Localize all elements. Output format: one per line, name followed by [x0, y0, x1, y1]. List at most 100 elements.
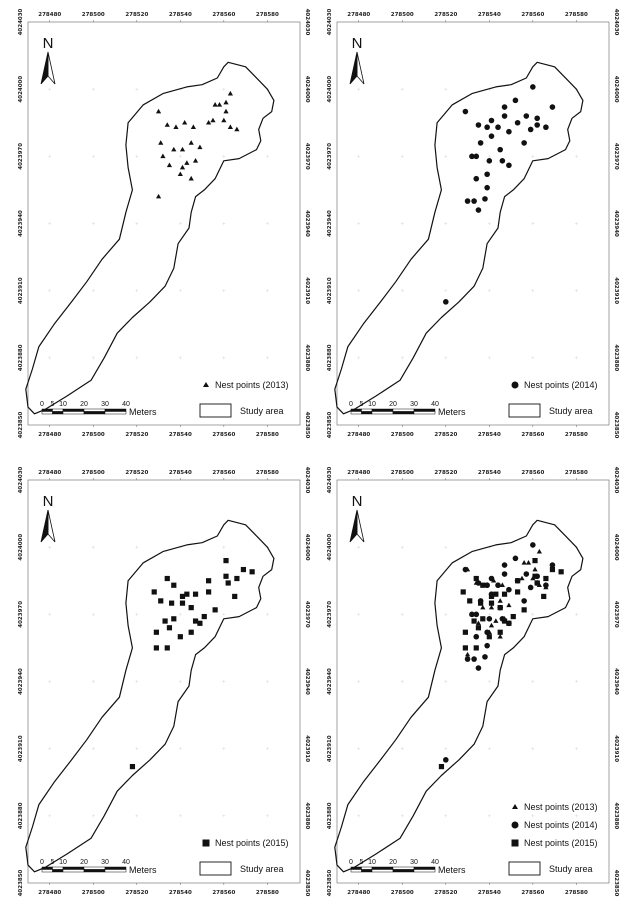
y-tick-label-left: 4024000 [327, 534, 333, 561]
nest-point-2015 [497, 605, 503, 611]
nest-point-2014 [464, 198, 471, 204]
nest-point-2014 [512, 555, 519, 562]
grid-cross [531, 747, 535, 751]
scalebar-segment [52, 411, 64, 415]
scalebar-segment [413, 408, 436, 412]
nest-point-2015 [541, 593, 547, 600]
nest-point-2014 [473, 153, 480, 160]
grid-cross [135, 680, 139, 683]
nest-point-2015 [223, 573, 229, 579]
scalebar-tick-label: 20 [389, 401, 397, 408]
y-tick-label-left: 4024000 [18, 534, 24, 561]
nest-point-2013 [179, 146, 186, 152]
scalebar-segment [392, 408, 415, 412]
grid-cross [357, 356, 361, 360]
grid-cross [91, 612, 95, 616]
grid-cross [574, 289, 578, 293]
study-area-boundary [334, 61, 584, 415]
map-frame [27, 21, 301, 426]
x-tick-label-bottom: 278580 [256, 890, 279, 896]
scalebar-segment [62, 866, 85, 870]
study-area-boundary [334, 519, 584, 873]
scalebar-segment [104, 869, 127, 873]
y-tick-label-right: 4024000 [613, 534, 619, 561]
nest-point-2014 [523, 571, 530, 577]
grid-cross [357, 747, 361, 751]
scalebar-unit: Meters [129, 865, 157, 875]
nest-point-2013 [488, 622, 495, 628]
nest-point-2015 [515, 589, 521, 595]
y-tick-label-right: 4023910 [613, 277, 619, 304]
x-tick-label-bottom: 278480 [347, 890, 370, 896]
grid-cross [487, 612, 491, 616]
nest-point-2014 [488, 117, 495, 124]
y-tick-label-right: 4023880 [613, 344, 619, 371]
map-frame [27, 479, 301, 884]
nest-point-2013 [158, 140, 164, 145]
nest-point-2015 [153, 629, 159, 635]
nest-point-2013 [234, 126, 240, 132]
scalebar-segment [350, 408, 362, 412]
study-area-legend-icon [199, 403, 232, 418]
nest-point-2014 [543, 124, 549, 131]
nest-point-2014 [506, 586, 512, 593]
nest-point-2015 [475, 625, 482, 631]
scalebar-tick-label: 10 [59, 859, 67, 866]
nest-point-2015 [478, 600, 484, 606]
scalebar-segment [62, 411, 85, 415]
nest-point-2013 [177, 171, 183, 177]
x-tick-label-bottom: 278480 [38, 890, 61, 896]
x-tick-label-bottom: 278560 [212, 890, 235, 896]
grid-cross [487, 289, 491, 293]
legend-label: Nest points (2015) [524, 838, 598, 848]
map-panel-p2014: 278480 278480 278500 278500 278520 278520 2785… [327, 8, 619, 438]
scalebar-segment [52, 869, 64, 873]
north-arrow-label: N [352, 35, 363, 52]
nest-point-2014 [473, 633, 480, 640]
nest-point-2014 [484, 642, 490, 649]
x-tick-label-top: 278520 [434, 12, 457, 18]
scalebar-segment [104, 408, 127, 412]
nest-point-2014 [477, 140, 484, 146]
nest-point-2015 [206, 589, 212, 595]
grid-cross [444, 545, 448, 549]
nest-point-2014 [512, 97, 519, 104]
study-area-boundary [25, 61, 275, 415]
nest-point-2015 [240, 566, 247, 573]
nest-point-2014 [506, 128, 512, 135]
grid-cross [178, 814, 182, 818]
nest-point-2015 [188, 605, 194, 611]
nest-point-2015 [501, 591, 508, 597]
nest-point-2014 [484, 124, 490, 131]
nest-point-2015 [493, 591, 499, 597]
grid-cross [400, 289, 404, 293]
nest-point-2015 [177, 634, 183, 640]
y-tick-label-right: 4023940 [613, 668, 619, 695]
nest-point-2013 [227, 90, 233, 96]
nest-point-2013 [192, 158, 199, 163]
grid-cross [265, 154, 269, 158]
scalebar-tick-label: 10 [368, 401, 376, 408]
nest-point-2015 [162, 618, 168, 624]
grid-cross [444, 612, 448, 616]
scalebar-segment [361, 869, 373, 873]
nest-point-2014 [475, 580, 482, 586]
grid-cross [531, 356, 535, 360]
grid-cross [265, 356, 269, 360]
nest-point-2014 [473, 611, 480, 618]
nest-point-2014 [506, 162, 512, 169]
grid-cross [444, 356, 448, 360]
grid-cross [48, 680, 52, 683]
y-tick-label-right: 4023940 [304, 668, 310, 695]
nest-point-2015 [480, 582, 486, 588]
nest-point-2015 [488, 600, 495, 606]
nest-point-2015 [192, 618, 199, 624]
study-area-legend-label: Study area [240, 406, 284, 416]
nest-point-2014 [486, 158, 493, 164]
grid-cross [135, 356, 139, 360]
grid-cross [487, 814, 491, 818]
study-area-legend-label: Study area [240, 864, 284, 874]
nest-point-2015 [521, 607, 527, 613]
x-tick-label-top: 278500 [82, 12, 105, 18]
